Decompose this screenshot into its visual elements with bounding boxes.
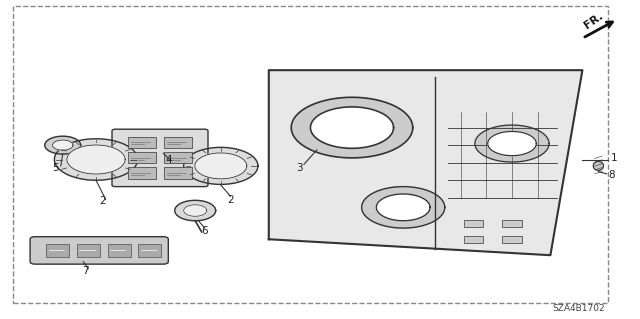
Polygon shape <box>195 153 247 179</box>
Polygon shape <box>52 140 73 150</box>
Polygon shape <box>54 139 138 180</box>
Polygon shape <box>488 131 536 156</box>
Text: 7: 7 <box>82 266 88 276</box>
Text: FR.: FR. <box>582 11 605 31</box>
Text: 8: 8 <box>608 170 614 180</box>
Bar <box>128 137 156 148</box>
Bar <box>464 236 483 243</box>
Polygon shape <box>67 145 125 174</box>
Polygon shape <box>184 147 258 184</box>
Polygon shape <box>475 125 549 162</box>
Bar <box>77 244 100 257</box>
Bar <box>138 244 161 257</box>
Bar <box>108 244 131 257</box>
Text: 4: 4 <box>165 155 172 165</box>
Bar <box>128 167 156 179</box>
Polygon shape <box>291 97 413 158</box>
Text: 2: 2 <box>227 195 234 204</box>
Bar <box>128 152 156 163</box>
Text: 2: 2 <box>99 196 106 206</box>
Polygon shape <box>175 200 216 221</box>
Bar <box>164 167 192 179</box>
Polygon shape <box>593 161 604 170</box>
Bar <box>164 152 192 163</box>
Bar <box>502 236 522 243</box>
Text: 6: 6 <box>202 226 208 235</box>
Text: 3: 3 <box>296 163 302 173</box>
FancyBboxPatch shape <box>30 237 168 264</box>
Polygon shape <box>269 70 582 255</box>
Polygon shape <box>184 205 207 216</box>
Bar <box>164 137 192 148</box>
Text: 5: 5 <box>52 163 59 173</box>
Polygon shape <box>362 187 445 228</box>
Bar <box>502 220 522 227</box>
FancyBboxPatch shape <box>112 129 208 187</box>
Polygon shape <box>310 107 394 148</box>
Bar <box>46 244 69 257</box>
Text: SZA4B1702: SZA4B1702 <box>552 304 605 313</box>
Text: 1: 1 <box>611 153 618 163</box>
Polygon shape <box>45 136 81 154</box>
Polygon shape <box>376 194 430 221</box>
Bar <box>464 220 483 227</box>
